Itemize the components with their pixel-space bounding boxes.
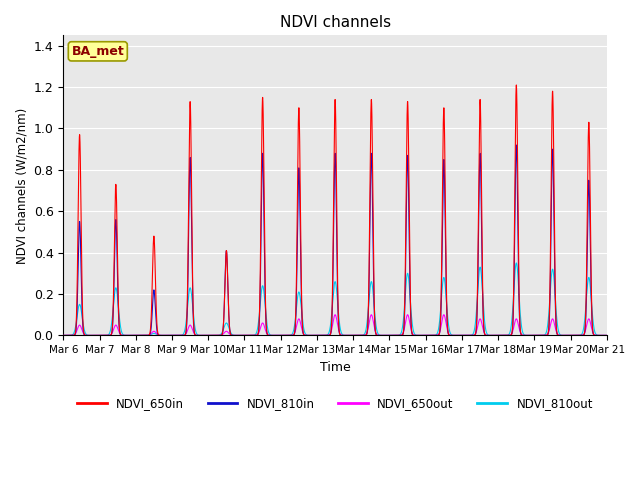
Text: BA_met: BA_met (72, 45, 124, 58)
Y-axis label: NDVI channels (W/m2/nm): NDVI channels (W/m2/nm) (15, 107, 28, 264)
Legend: NDVI_650in, NDVI_810in, NDVI_650out, NDVI_810out: NDVI_650in, NDVI_810in, NDVI_650out, NDV… (72, 392, 598, 415)
Title: NDVI channels: NDVI channels (280, 15, 390, 30)
X-axis label: Time: Time (320, 360, 351, 374)
